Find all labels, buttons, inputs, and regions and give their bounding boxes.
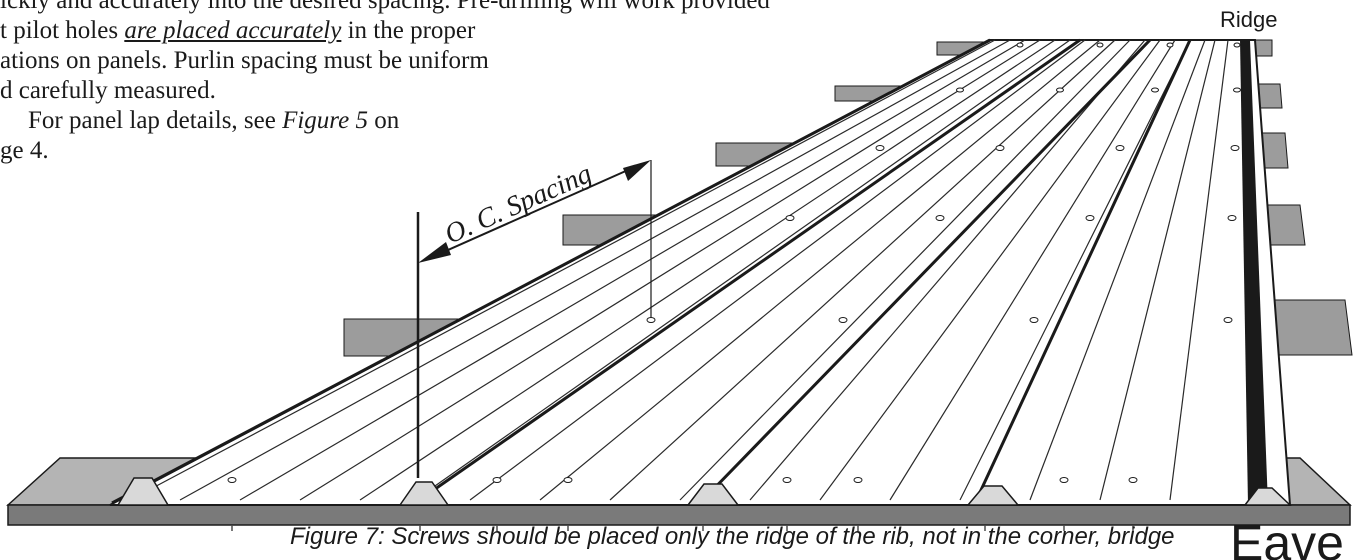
purlin [1254, 39, 1273, 57]
paragraph-line-2: t pilot holes are placed accurately in t… [0, 16, 660, 46]
paragraph-line-4: d carefully measured. [0, 77, 216, 104]
purlin [1264, 204, 1306, 246]
emphasis-placed-accurately: are placed accurately [124, 17, 342, 44]
paragraph-line-6: ge 4. [0, 137, 49, 164]
instruction-paragraph: ickly and accurately into the desired sp… [0, 0, 770, 166]
paragraph-line-3: ations on panels. Purlin spacing must be… [0, 47, 489, 74]
figure-5-reference: Figure 5 [282, 107, 368, 134]
purlin [1269, 299, 1353, 356]
paragraph-line-2-start: t pilot holes [0, 17, 125, 44]
lap-details-end: on [367, 107, 400, 134]
eave-label: Eave [1230, 515, 1344, 560]
purlin [1257, 83, 1283, 109]
lap-details-text: For panel lap details, see [28, 107, 283, 134]
panel-surface [109, 39, 1292, 506]
ridge-label: Ridge [1220, 7, 1277, 32]
figure-caption: Figure 7: Screws should be placed only t… [290, 523, 1175, 550]
right-edge-rib [1240, 40, 1268, 505]
paragraph-line-2-end: in the proper [341, 17, 476, 44]
paragraph-line-5: For panel lap details, see Figure 5 on [0, 106, 660, 136]
roof-panels [109, 38, 1292, 531]
purlins-right [1254, 39, 1353, 356]
paragraph-line-1: ickly and accurately into the desired sp… [0, 0, 770, 14]
